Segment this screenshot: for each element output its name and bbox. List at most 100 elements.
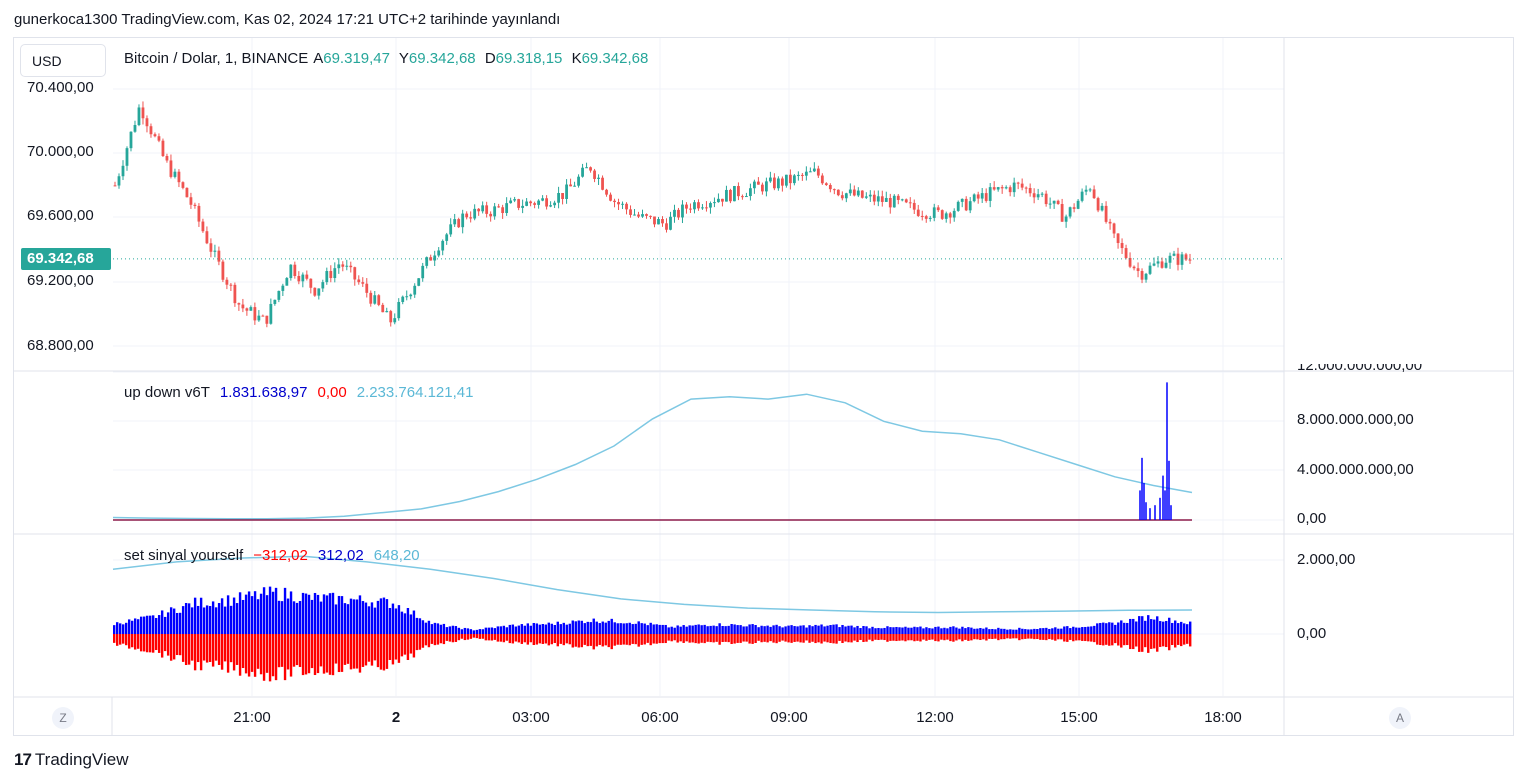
signal-bar-up (682, 625, 685, 634)
signal-bar-up (826, 625, 829, 634)
signal-bar-down (628, 634, 631, 646)
updown-axis-label: 8.000.000.000,00 (1297, 411, 1414, 428)
signal-bar-up (580, 620, 583, 634)
candle-body (808, 171, 812, 173)
signal-bar-down (928, 634, 931, 640)
currency-button[interactable]: USD (20, 44, 106, 77)
candle-body (213, 250, 217, 252)
candle-body (772, 177, 776, 189)
signal-bar-up (718, 623, 721, 634)
auto-scale-button[interactable]: A (1389, 707, 1411, 729)
signal-bar-down (124, 634, 128, 646)
signal-bar-up (118, 623, 122, 634)
signal-bar-down (454, 634, 458, 642)
signal-bar-up (484, 627, 488, 634)
signal-bar-down (658, 634, 661, 644)
signal-bar-up (733, 624, 736, 634)
candle-body (1076, 200, 1080, 209)
signal-bar-up (937, 626, 940, 634)
candle-body (445, 234, 449, 241)
signal-bar-up (931, 628, 934, 634)
candle-body (257, 315, 261, 321)
signal-bar-up (382, 597, 386, 634)
signal-bar-down (571, 634, 574, 648)
updown-axis-label: 0,00 (1297, 510, 1327, 527)
signal-bar-down (880, 634, 883, 640)
signal-bar-up (325, 595, 329, 634)
signal-bar-up (577, 620, 580, 634)
signal-bar-up (133, 618, 137, 634)
footer-brand[interactable]: 17 TradingView (14, 750, 128, 770)
signal-bar-down (1078, 634, 1081, 641)
candle-body (521, 205, 525, 208)
updown-legend: up down v6T 1.831.638,97 0,00 2.233.764.121… (124, 384, 478, 401)
candle-body (517, 199, 521, 208)
candle-body (824, 183, 828, 185)
signal-bar-down (214, 634, 218, 661)
signal-bar-down (490, 634, 494, 641)
signal-bar-up (739, 625, 742, 634)
signal-bar-down (430, 634, 434, 644)
signal-bar-up (619, 623, 622, 634)
candle-body (1156, 261, 1160, 264)
signal-bar-down (541, 634, 545, 644)
candle-body (433, 255, 437, 261)
signal-bar-up (1060, 628, 1063, 634)
candle-body (465, 213, 469, 218)
candle-body (976, 194, 980, 199)
signal-bar-up (883, 627, 886, 634)
candle-body (745, 196, 748, 198)
signal-bar-up (766, 625, 769, 634)
main-legend: Bitcoin / Dolar, 1, BINANCE A69.319,47 Y6… (124, 50, 653, 67)
signal-bar-up (421, 620, 425, 634)
signal-bar-down (835, 634, 838, 644)
candle-body (828, 184, 832, 190)
signal-bar-up (1036, 629, 1039, 634)
signal-bar-up (346, 604, 350, 634)
signal-bar-down (181, 634, 185, 662)
signal-bar-down (580, 634, 583, 648)
signal-bar-up (838, 627, 841, 634)
signal-bar-up (1027, 629, 1030, 634)
signal-bar-up (1081, 627, 1084, 634)
candle-body (393, 318, 397, 323)
signal-bar-down (655, 634, 658, 644)
signal-bar-down (145, 634, 149, 653)
candle-body (209, 243, 213, 252)
signal-bar-down (613, 634, 616, 646)
timezone-button[interactable]: Z (52, 707, 74, 729)
signal-bar-up (559, 624, 562, 634)
candle-body (709, 203, 712, 208)
candle-body (804, 171, 808, 176)
signal-bar-down (547, 634, 550, 646)
signal-bar-down (373, 634, 377, 661)
candle-body (1116, 233, 1120, 244)
signal-bar-up (1003, 628, 1006, 634)
signal-bar-up (124, 622, 128, 634)
signal-bar-down (331, 634, 335, 676)
signal-bar-down (301, 634, 305, 676)
signal-bar-up (592, 618, 595, 634)
signal-bar-up (940, 628, 943, 634)
candle-body (780, 178, 784, 186)
candle-body (125, 148, 129, 166)
signal-bar-up (913, 626, 916, 634)
time-axis-label: 2 (391, 709, 401, 726)
candle-body (261, 315, 265, 317)
signal-bar-down (1000, 634, 1003, 640)
signal-bar-down (910, 634, 913, 641)
time-axis-label: 15:00 (1060, 709, 1098, 726)
signal-bar-down (478, 634, 482, 639)
candle-body (936, 207, 940, 211)
candle-body (697, 202, 700, 209)
candle-body (788, 174, 792, 184)
signal-bar-down (1021, 634, 1024, 640)
candle-body (1136, 268, 1140, 272)
signal-bar-up (862, 626, 865, 634)
signal-bar-up (1129, 618, 1132, 634)
signal-bar-down (733, 634, 736, 644)
signal-bar-down (826, 634, 829, 643)
signal-bar-down (919, 634, 922, 642)
signal-bar-up (1180, 621, 1183, 634)
